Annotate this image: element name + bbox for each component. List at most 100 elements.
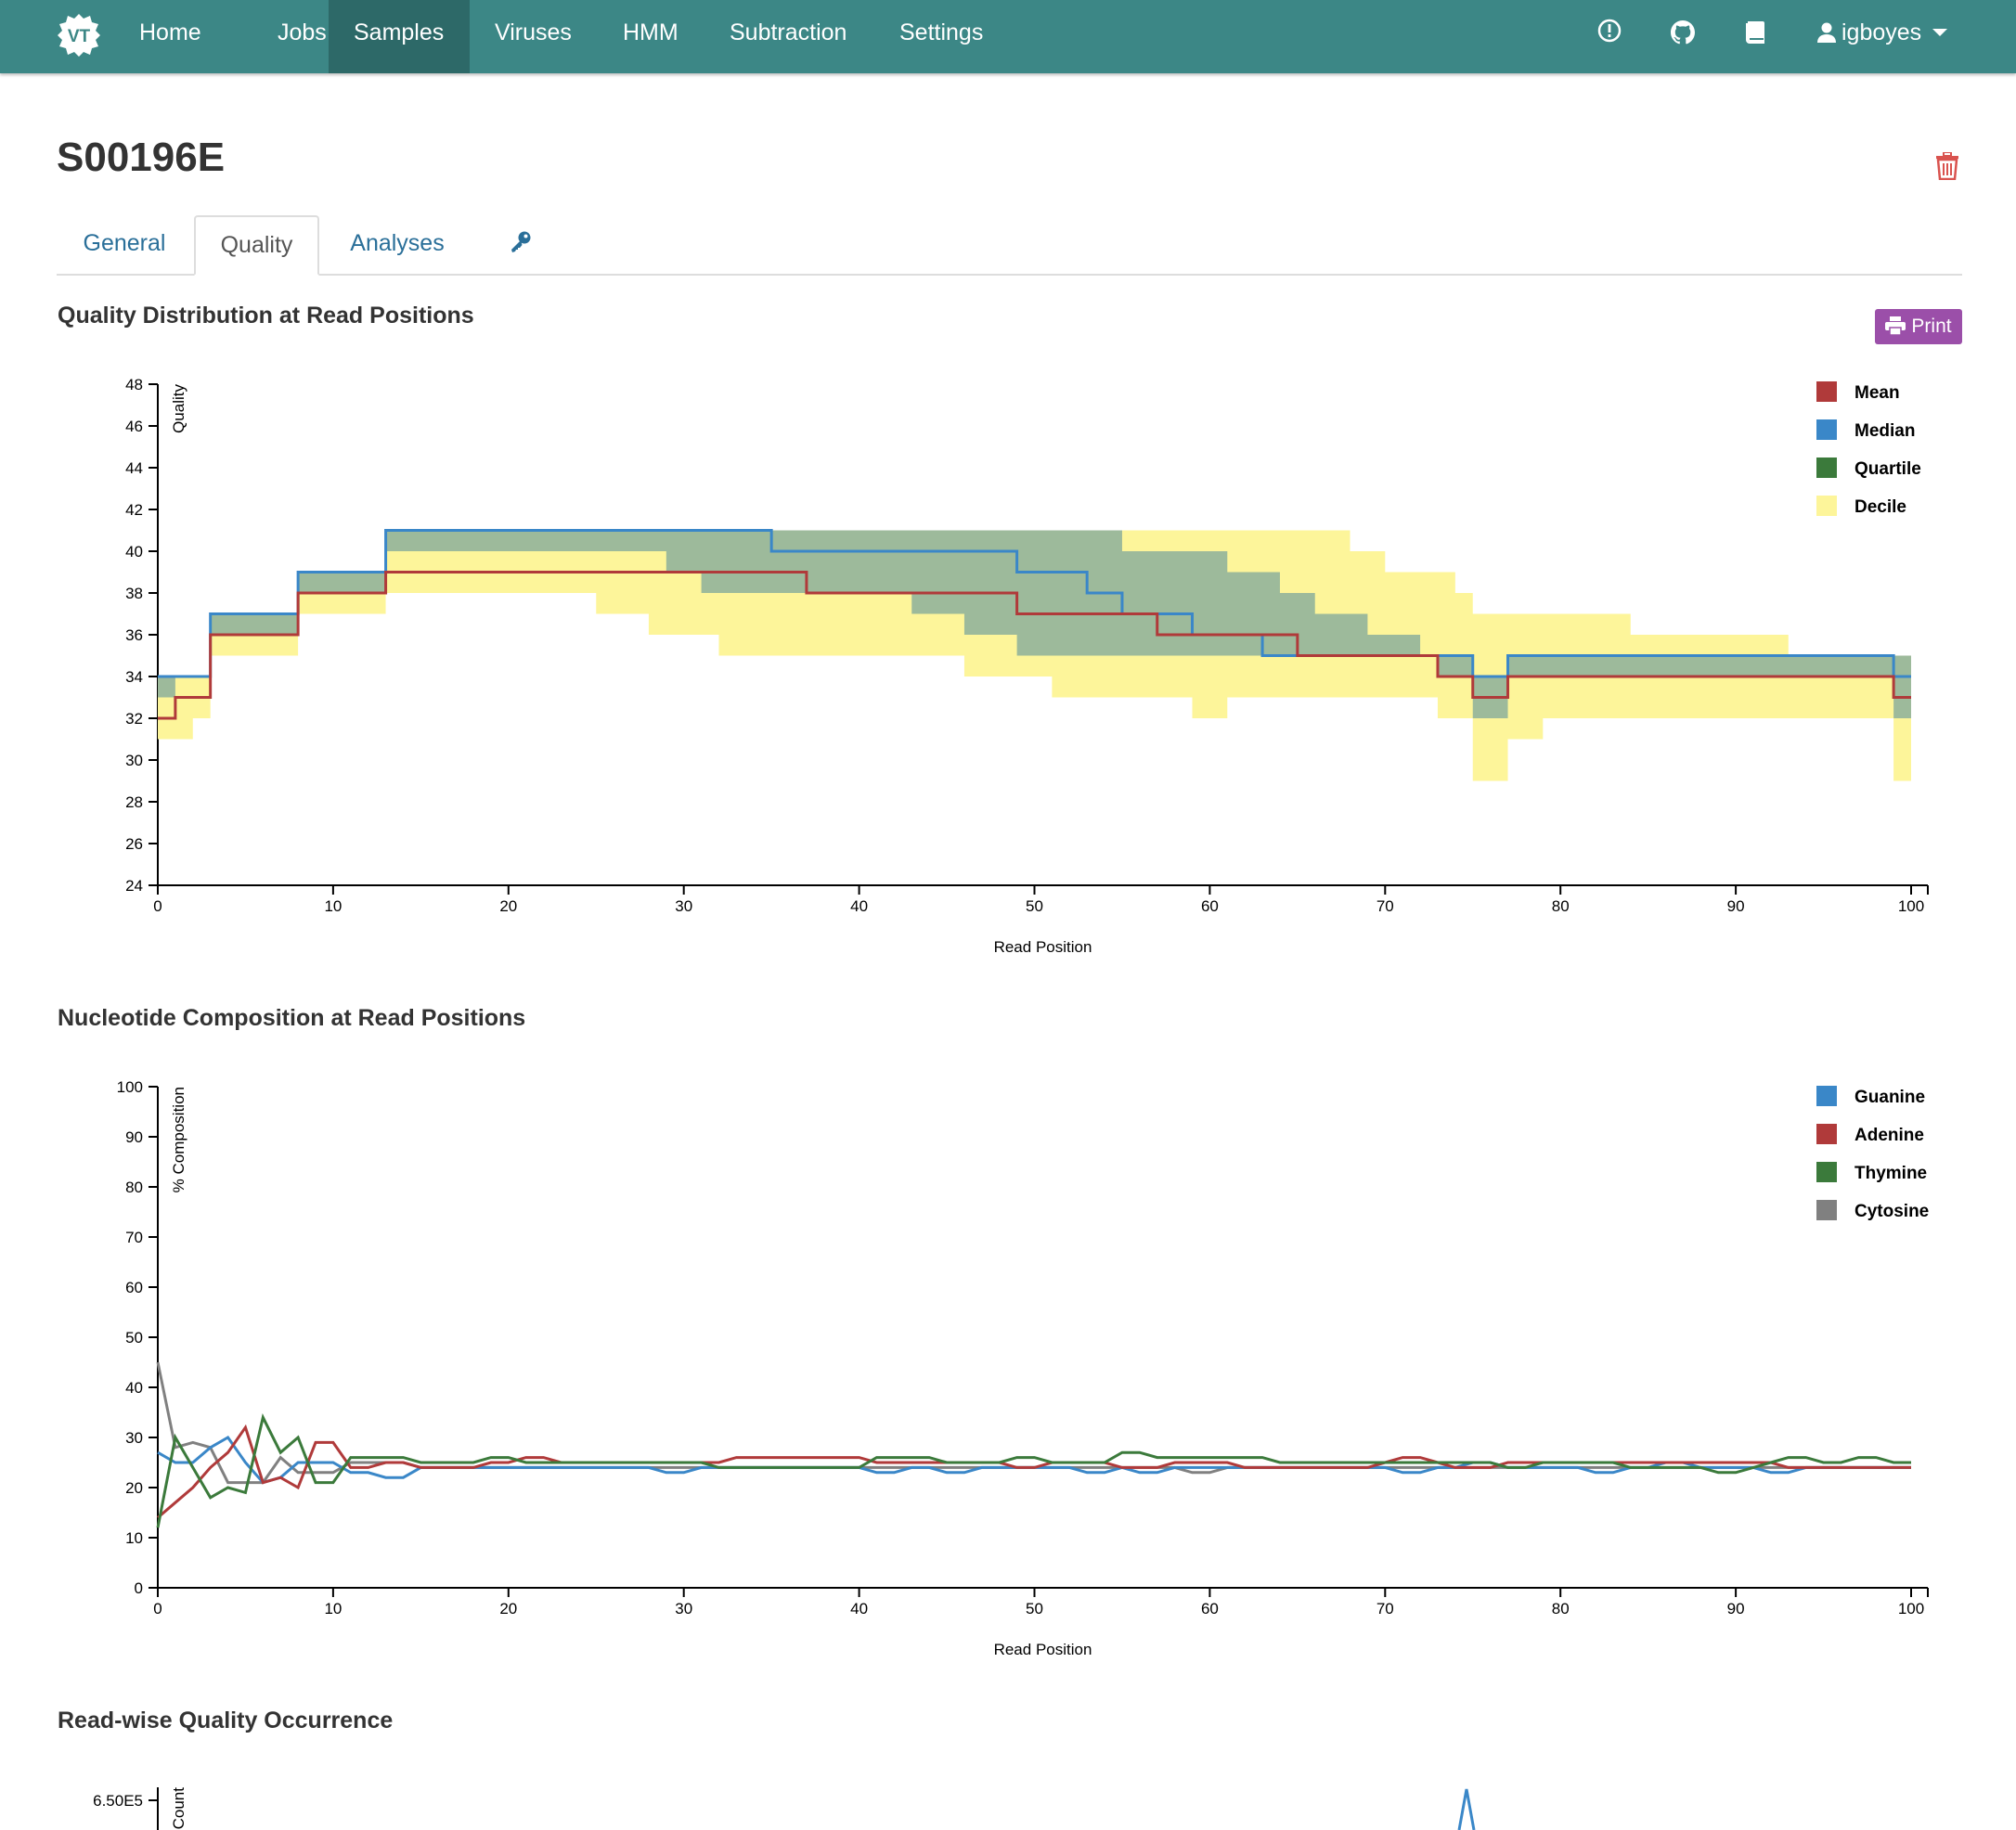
- legend-label: Decile: [1854, 497, 1906, 517]
- nav-samples[interactable]: Samples: [329, 0, 470, 73]
- x-tick-label: 100: [1898, 1600, 1924, 1617]
- legend-swatch: [1816, 1162, 1837, 1182]
- user-menu[interactable]: igboyes: [1817, 0, 1948, 66]
- nav-home[interactable]: Home: [139, 19, 201, 45]
- readwise-chart: 6.50E5 Count: [93, 1787, 1476, 1830]
- y-axis-label: Count: [170, 1787, 187, 1830]
- user-name: igboyes: [1842, 19, 1922, 45]
- quality-occurrence-line: [1457, 1788, 1476, 1830]
- cytosine-line: [156, 1361, 1911, 1485]
- y-tick-label: 6.50E5: [93, 1792, 143, 1810]
- y-tick-label: 0: [135, 1579, 143, 1597]
- book-icon[interactable]: [1741, 18, 1771, 47]
- median-line: [158, 529, 1911, 678]
- legend-swatch: [1816, 1200, 1837, 1220]
- x-tick-label: 0: [153, 1600, 162, 1617]
- legend-label: Quartile: [1854, 459, 1921, 479]
- x-tick-label: 50: [1026, 897, 1043, 915]
- key-icon: [511, 231, 531, 252]
- y-tick-label: 50: [125, 1329, 143, 1347]
- x-tick-label: 40: [850, 1600, 868, 1617]
- x-tick-label: 10: [324, 1600, 342, 1617]
- y-tick-label: 30: [125, 1429, 143, 1447]
- x-tick-label: 20: [499, 897, 517, 915]
- legend-label: Median: [1854, 421, 1915, 441]
- nav-subtraction[interactable]: Subtraction: [730, 19, 847, 45]
- legend-label: Cytosine: [1854, 1202, 1929, 1221]
- legend-label: Guanine: [1854, 1088, 1925, 1107]
- x-tick-label: 80: [1552, 897, 1570, 915]
- y-tick-label: 10: [125, 1529, 143, 1547]
- x-axis-label: Read Position: [994, 938, 1092, 956]
- mean-line: [158, 571, 1911, 720]
- nav-settings[interactable]: Settings: [899, 19, 984, 45]
- y-tick-label: 34: [125, 668, 143, 686]
- chevron-down-icon: [1932, 29, 1948, 36]
- quality-chart: 24 26 28 30 32 34 36 38 40 42 44 46 48 0 10 20 30 40 50 60 7…: [125, 376, 1929, 956]
- legend-swatch: [1816, 381, 1837, 402]
- x-axis-label: Read Position: [994, 1641, 1092, 1658]
- y-tick-label: 60: [125, 1279, 143, 1296]
- user-icon: [1817, 22, 1836, 43]
- page-title: S00196E: [57, 135, 226, 180]
- x-tick-label: 30: [675, 1600, 692, 1617]
- y-tick-label: 46: [125, 418, 143, 435]
- thymine-line: [156, 1413, 1911, 1528]
- navbar: VT Home Jobs Samples Viruses HMM Subtrac…: [0, 0, 2016, 73]
- y-axis-label: Quality: [170, 384, 187, 433]
- print-label: Print: [1911, 316, 1952, 337]
- y-tick-label: 90: [125, 1128, 143, 1146]
- x-tick-label: 0: [153, 897, 162, 915]
- x-tick-label: 50: [1026, 1600, 1043, 1617]
- legend-swatch: [1816, 496, 1837, 516]
- y-tick-label: 30: [125, 752, 143, 769]
- print-icon: [1885, 316, 1906, 336]
- quality-distribution-title: Quality Distribution at Read Positions: [58, 303, 474, 329]
- x-tick-label: 10: [324, 897, 342, 915]
- x-tick-label: 90: [1727, 897, 1745, 915]
- github-icon[interactable]: [1668, 18, 1698, 47]
- y-tick-label: 24: [125, 877, 143, 895]
- trash-icon[interactable]: [1935, 152, 1959, 180]
- alert-icon[interactable]: [1595, 18, 1624, 47]
- y-tick-label: 40: [125, 543, 143, 561]
- legend-swatch: [1816, 1124, 1837, 1144]
- y-tick-label: 44: [125, 459, 143, 477]
- tab-general[interactable]: General: [83, 230, 166, 256]
- x-tick-label: 20: [499, 1600, 517, 1617]
- x-tick-label: 80: [1552, 1600, 1570, 1617]
- legend-label: Mean: [1854, 383, 1900, 403]
- y-tick-label: 36: [125, 626, 143, 644]
- x-tick-label: 70: [1376, 897, 1394, 915]
- legend-swatch: [1816, 1086, 1837, 1106]
- legend-label: Adenine: [1854, 1126, 1924, 1145]
- tab-analyses[interactable]: Analyses: [350, 230, 445, 256]
- y-tick-label: 20: [125, 1479, 143, 1497]
- legend-swatch: [1816, 419, 1837, 440]
- legend-label: Thymine: [1854, 1164, 1927, 1183]
- y-tick-label: 100: [117, 1078, 143, 1096]
- x-tick-label: 40: [850, 897, 868, 915]
- y-tick-label: 32: [125, 710, 143, 728]
- nav-viruses[interactable]: Viruses: [495, 19, 572, 45]
- x-tick-label: 60: [1201, 897, 1219, 915]
- tab-rights[interactable]: [479, 215, 562, 274]
- print-button[interactable]: Print: [1875, 309, 1962, 344]
- x-tick-label: 60: [1201, 1600, 1219, 1617]
- nav-jobs[interactable]: Jobs: [278, 19, 327, 45]
- x-tick-label: 70: [1376, 1600, 1394, 1617]
- y-tick-label: 70: [125, 1229, 143, 1246]
- guanine-line: [157, 1436, 1911, 1485]
- y-tick-label: 38: [125, 585, 143, 602]
- legend-swatch: [1816, 458, 1837, 478]
- y-axis-label: % Composition: [170, 1087, 187, 1192]
- x-tick-label: 30: [675, 897, 692, 915]
- sample-tabs: General Quality Analyses: [57, 215, 1962, 276]
- y-tick-label: 26: [125, 835, 143, 853]
- nucleotide-chart: 0 10 20 30 40 50 60 70 80 90 100 0 10 20 30 40 50 60 70 80 9…: [117, 1078, 1930, 1658]
- tab-quality[interactable]: Quality: [194, 215, 319, 276]
- y-tick-label: 40: [125, 1379, 143, 1397]
- nav-hmm[interactable]: HMM: [623, 19, 678, 45]
- x-tick-label: 100: [1898, 897, 1924, 915]
- virtool-logo-icon[interactable]: VT: [57, 13, 101, 58]
